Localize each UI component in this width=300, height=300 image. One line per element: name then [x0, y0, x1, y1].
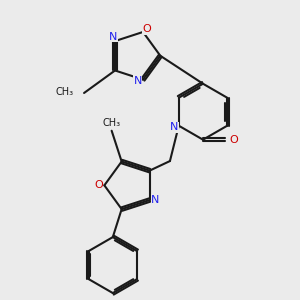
Text: CH₃: CH₃ — [103, 118, 121, 128]
Text: N: N — [170, 122, 178, 132]
Text: N: N — [110, 32, 118, 42]
Text: O: O — [142, 24, 151, 34]
Text: O: O — [94, 180, 103, 190]
Text: CH₃: CH₃ — [56, 86, 74, 97]
Text: O: O — [230, 135, 238, 145]
Text: N: N — [151, 195, 160, 205]
Text: N: N — [134, 76, 142, 86]
